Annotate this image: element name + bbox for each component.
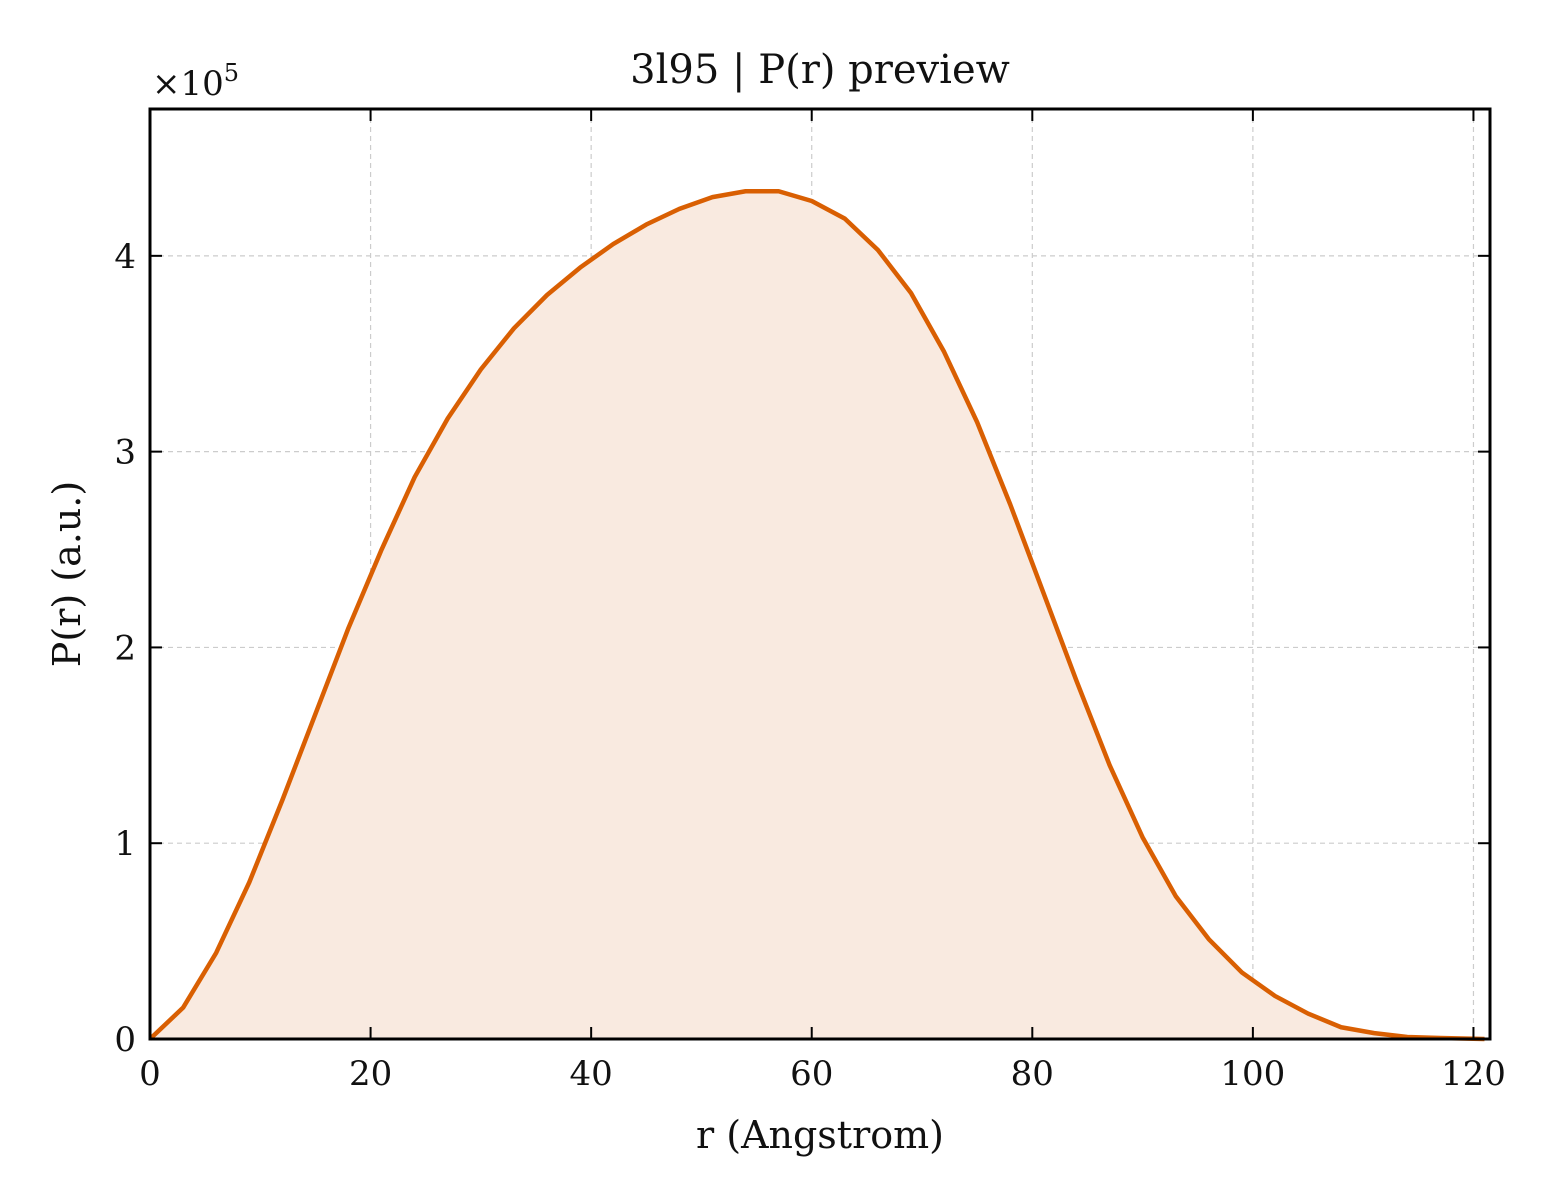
x-axis-label: r (Angstrom) [696,1113,944,1157]
y-axis-label: P(r) (a.u.) [45,481,89,667]
x-tick-label: 80 [1011,1054,1054,1094]
plot-frame [148,107,1492,1041]
y-tick-label: 4 [114,237,136,277]
y-multiplier-base: ×10 [152,64,224,104]
x-tick-label: 20 [349,1054,392,1094]
y-tick-label: 0 [114,1020,136,1060]
x-tick-label: 40 [570,1054,613,1094]
x-tick-label: 100 [1220,1054,1285,1094]
y-tick-label: 2 [114,628,136,668]
y-multiplier: ×105 [152,59,239,104]
y-multiplier-exponent: 5 [224,59,239,87]
chart-title: 3l95 | P(r) preview [630,47,1010,93]
pr-area-fill [150,191,1485,1040]
y-tick-label: 1 [114,824,136,864]
y-tick-label: 3 [114,433,136,473]
x-tick-label: 120 [1441,1054,1506,1094]
axis-ticks: 0 20 40 60 80 100 120 0 1 2 3 4 [114,109,1506,1094]
x-tick-label: 60 [790,1054,833,1094]
x-tick-label: 0 [139,1054,161,1094]
